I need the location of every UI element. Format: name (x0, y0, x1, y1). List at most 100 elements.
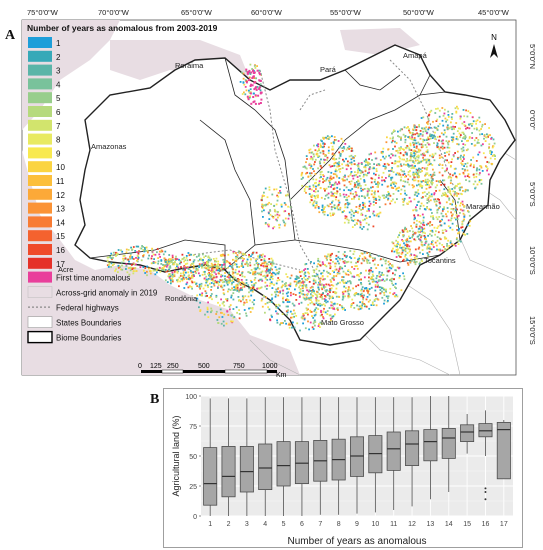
scale-bar-seg (267, 370, 277, 373)
box-iqr (221, 446, 236, 498)
legend-label: 12 (56, 191, 65, 200)
state-label: Tocantins (424, 256, 456, 265)
box-iqr (349, 436, 365, 477)
legend-swatch (28, 106, 52, 117)
x-tick-label: 4 (263, 521, 267, 528)
x-tick-label: 16 (482, 521, 490, 528)
lat-tick-label: 5°0'0"N (528, 44, 537, 69)
anomaly-map: Number of years as anomalous from 2003-2… (21, 8, 537, 379)
legend-swatch (28, 175, 52, 186)
x-tick-label: 11 (390, 521, 397, 528)
scale-unit: Km (276, 372, 287, 379)
state-label: Rondônia (165, 294, 198, 303)
x-tick-label: 7 (318, 521, 322, 528)
scale-bar: 0 125 250 500 750 1000 Km (138, 363, 287, 379)
legend-swatch (27, 316, 53, 328)
legend-swatch (28, 92, 52, 104)
box-outlier (484, 498, 487, 501)
x-tick-label: 6 (300, 521, 304, 528)
legend-swatch (27, 286, 53, 298)
scale-tick-label: 750 (233, 363, 245, 370)
legend-label: 14 (56, 218, 65, 227)
north-arrow-icon: N (490, 33, 498, 58)
legend-label: 9 (56, 149, 61, 158)
lon-tick-label: 75°0'0"W (27, 8, 59, 17)
legend-label: 16 (56, 246, 65, 255)
legend-swatch (28, 216, 52, 228)
box-outlier (484, 491, 487, 493)
legend-swatch (28, 188, 52, 200)
lon-tick-label: 50°0'0"W (403, 8, 435, 17)
box-iqr (478, 423, 493, 438)
lon-tick-label: 55°0'0"W (330, 8, 362, 17)
x-tick-label: 17 (500, 521, 508, 528)
legend-label: 8 (56, 136, 61, 145)
legend-other-items: First time anomalous Across-grid anomaly … (27, 271, 158, 344)
lon-tick-label: 70°0'0"W (98, 8, 130, 17)
state-labels: Roraima Pará Amapá Amazonas Maranhão Acr… (58, 51, 500, 327)
lon-tick-label: 65°0'0"W (181, 8, 213, 17)
state-label: Mato Grosso (321, 318, 364, 327)
legend-label: 11 (56, 177, 65, 186)
scale-bar-seg (161, 369, 184, 374)
scale-bar-seg (224, 369, 268, 374)
legend-label: 6 (56, 108, 61, 117)
y-axis-label: Agricultural land (%) (171, 415, 181, 496)
box-outlier (484, 487, 487, 490)
box-iqr (368, 435, 383, 474)
box-iqr (423, 429, 438, 462)
legend-swatch (28, 230, 52, 242)
scale-tick-label: 0 (138, 363, 142, 370)
legend-swatch (28, 133, 52, 145)
box-iqr (496, 422, 511, 480)
lat-tick-label: 10°0'0"S (528, 246, 537, 275)
lat-tick-label: 15°0'0"S (528, 316, 537, 345)
state-label: Amapá (403, 51, 428, 60)
box-iqr (276, 441, 291, 487)
x-tick-label: 1 (208, 521, 212, 528)
state-label: Amazonas (91, 142, 127, 151)
legend-label: 17 (56, 260, 65, 269)
legend-label: 4 (56, 80, 61, 89)
scale-tick-label: 250 (167, 363, 179, 370)
y-tick-label: 0 (193, 514, 197, 521)
legend-swatch (28, 271, 52, 283)
panel-a-label: A (5, 28, 16, 43)
legend-label: 1 (56, 39, 61, 48)
legend-label: 2 (56, 53, 61, 62)
state-label: Maranhão (466, 202, 500, 211)
legend-label: 5 (56, 94, 61, 103)
box-iqr (203, 447, 218, 506)
lat-tick-label: 0°0'0" (528, 110, 537, 130)
legend-swatch (28, 50, 52, 62)
legend-label: First time anomalous (56, 274, 130, 283)
box-iqr (239, 446, 254, 493)
boxes (203, 396, 511, 516)
x-tick-label: 3 (245, 521, 249, 528)
map-title: Number of years as anomalous from 2003-2… (27, 23, 218, 33)
legend-label: 7 (56, 122, 61, 131)
scale-tick-label: 125 (150, 363, 162, 370)
panel-b-label: B (150, 392, 160, 407)
y-tick-label: 75 (189, 424, 197, 431)
legend-swatch (28, 257, 52, 269)
x-tick-label: 14 (445, 521, 453, 528)
longitude-ticks: 75°0'0"W 70°0'0"W 65°0'0"W 60°0'0"W 55°0… (27, 8, 510, 17)
legend-label: Biome Boundaries (56, 334, 121, 343)
lat-tick-label: 5°0'0"S (528, 182, 537, 207)
x-tick-label: 13 (427, 521, 435, 528)
x-tick-label: 10 (371, 521, 379, 528)
legend-label: Federal highways (56, 304, 119, 313)
scale-bar-seg (183, 370, 225, 373)
legend-label: 10 (56, 163, 65, 172)
map-legend: Number of years as anomalous from 2003-2… (27, 23, 218, 344)
box-iqr (386, 431, 401, 471)
legend-swatch (28, 37, 52, 48)
y-tick-label: 50 (189, 454, 197, 461)
x-axis-ticks: 1 2 3 4 5 6 7 8 9 10 11 12 13 14 15 16 17 (208, 521, 508, 528)
scale-bar-seg (141, 370, 162, 373)
anomaly-pixels (106, 63, 496, 332)
latitude-ticks: 5°0'0"N 0°0'0" 5°0'0"S 10°0'0"S 15°0'0"S (528, 44, 537, 345)
legend-label: 13 (56, 205, 65, 214)
